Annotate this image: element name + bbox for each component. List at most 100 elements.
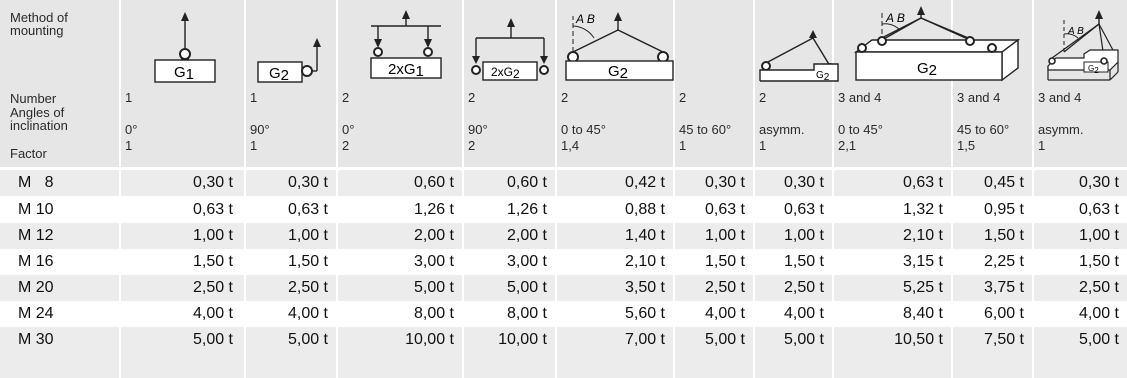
load-value: 0,30 t <box>192 174 233 191</box>
load-value: 5,00 t <box>704 331 745 348</box>
mounting-diagram-double-vertical: 2xG1 <box>366 6 446 84</box>
column-separator <box>462 0 464 378</box>
load-value: 10,00 t <box>405 331 454 348</box>
mounting-diagram-double-angled: A B G2 <box>556 4 696 82</box>
load-value: 2,50 t <box>783 279 824 296</box>
load-value: 8,40 t <box>902 305 943 322</box>
diagram-label: G1 <box>174 64 194 83</box>
diagram-label: 2xG1 <box>388 61 424 80</box>
load-value: 2,50 t <box>704 279 745 296</box>
load-value: 0,60 t <box>413 174 454 191</box>
header-factor: 1 <box>1038 138 1046 153</box>
load-value: 2,25 t <box>983 253 1024 270</box>
load-value: 4,00 t <box>704 305 745 322</box>
load-value: 0,42 t <box>624 174 665 191</box>
load-value: 1,00 t <box>704 227 745 244</box>
load-value: 2,10 t <box>624 253 665 270</box>
load-value: 0,63 t <box>902 174 943 191</box>
load-value: 1,26 t <box>413 201 454 218</box>
header-factor: 1,5 <box>957 138 976 153</box>
diagram-label: G2 <box>917 60 937 79</box>
load-value: 4,00 t <box>1078 305 1119 322</box>
load-value: 2,50 t <box>1078 279 1119 296</box>
load-value: 5,00 t <box>506 279 547 296</box>
load-value: 5,00 t <box>413 279 454 296</box>
table-row-background <box>0 197 1127 223</box>
load-value: 0,63 t <box>1078 201 1119 218</box>
header-number: 1 <box>250 90 258 105</box>
load-value: 10,50 t <box>894 331 943 348</box>
load-value: 1,26 t <box>506 201 547 218</box>
load-value: 5,60 t <box>624 305 665 322</box>
mounting-diagram-multi-leg: A B G2 <box>842 2 1032 84</box>
header-angle: 90° <box>468 122 488 137</box>
mounting-diagram-double-side: 2xG2 <box>471 16 551 82</box>
load-value: 1,00 t <box>192 227 233 244</box>
diagram-label: G2 <box>1088 64 1099 75</box>
load-value: 0,63 t <box>783 201 824 218</box>
table-row-background <box>0 170 1127 196</box>
header-factor: 2,1 <box>838 138 857 153</box>
load-value: 1,50 t <box>1078 253 1119 270</box>
header-factor: 2 <box>468 138 476 153</box>
column-separator <box>244 0 246 378</box>
load-value: 3,75 t <box>983 279 1024 296</box>
header-angle: 45 to 60° <box>679 122 732 137</box>
thread-size: M 30 <box>18 331 54 348</box>
angles-of-inclination-label: Angles of inclination <box>10 105 68 133</box>
load-value: 1,50 t <box>287 253 328 270</box>
mounting-diagram-double-asymmetric: G2 <box>758 30 842 83</box>
load-value: 8,00 t <box>506 305 547 322</box>
column-separator <box>673 0 675 378</box>
load-value: 0,63 t <box>287 201 328 218</box>
header-angle: 0° <box>342 122 355 137</box>
thread-size: M 24 <box>18 305 54 322</box>
load-value: 2,00 t <box>413 227 454 244</box>
load-value: 5,00 t <box>1078 331 1119 348</box>
diagram-label: G2 <box>608 63 628 82</box>
load-value: 0,63 t <box>192 201 233 218</box>
load-value: 0,45 t <box>983 174 1024 191</box>
header-angle: 0° <box>125 122 138 137</box>
table-row-background <box>0 275 1127 301</box>
load-value: 10,00 t <box>498 331 547 348</box>
header-factor: 1 <box>679 138 687 153</box>
load-value: 4,00 t <box>287 305 328 322</box>
thread-size: M 8 <box>18 174 54 191</box>
diagram-label: G2 <box>269 65 289 84</box>
load-value: 1,00 t <box>1078 227 1119 244</box>
load-value: 1,32 t <box>902 201 943 218</box>
load-value: 0,63 t <box>704 201 745 218</box>
header-factor: 1 <box>759 138 767 153</box>
load-value: 0,30 t <box>1078 174 1119 191</box>
header-factor: 1 <box>125 138 133 153</box>
thread-size: M 12 <box>18 227 54 244</box>
load-value: 1,50 t <box>783 253 824 270</box>
header-factor: 1 <box>250 138 258 153</box>
load-value: 2,10 t <box>902 227 943 244</box>
load-value: 5,25 t <box>902 279 943 296</box>
header-number: 2 <box>342 90 350 105</box>
header-number: 2 <box>759 90 767 105</box>
mounting-diagram-single-vertical: G1 <box>150 8 220 83</box>
load-value: 0,30 t <box>783 174 824 191</box>
column-separator <box>336 0 338 378</box>
load-value: 1,00 t <box>783 227 824 244</box>
load-value: 3,00 t <box>506 253 547 270</box>
load-value: 3,15 t <box>902 253 943 270</box>
load-value: 1,50 t <box>983 227 1024 244</box>
load-value: 5,00 t <box>783 331 824 348</box>
thread-size: M 10 <box>18 201 54 218</box>
load-value: 0,88 t <box>624 201 665 218</box>
load-value: 4,00 t <box>783 305 824 322</box>
load-value: 1,40 t <box>624 227 665 244</box>
column-separator <box>753 0 755 378</box>
header-number: 2 <box>561 90 569 105</box>
table-row-background <box>0 327 1127 378</box>
header-angle: 0 to 45° <box>561 122 606 137</box>
load-value: 0,60 t <box>506 174 547 191</box>
header-angle: 0 to 45° <box>838 122 883 137</box>
load-value: 0,30 t <box>704 174 745 191</box>
load-value: 7,00 t <box>624 331 665 348</box>
